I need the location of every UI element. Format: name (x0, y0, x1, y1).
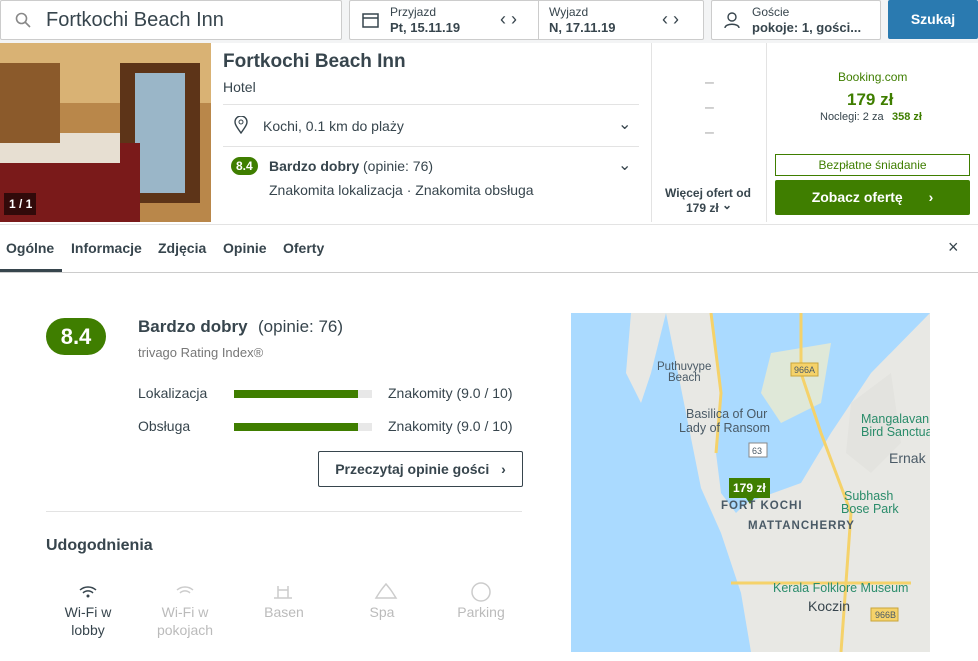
more-offers[interactable]: Więcej ofert od (665, 186, 751, 200)
checkout-label: Wyjazd (549, 5, 589, 19)
price: 179 zł (847, 90, 894, 109)
tab[interactable]: Zdjęcia (158, 240, 207, 256)
expand-icon[interactable]: ⌄ (618, 157, 632, 174)
divider (651, 43, 652, 222)
provider: Booking.com (838, 70, 908, 84)
search-query: Fortkochi Beach Inn (46, 9, 224, 31)
divider (766, 43, 767, 222)
reviews-button-label: Przeczytaj opinie gości (335, 461, 490, 477)
reviews: (opinie: 76) (258, 317, 344, 336)
guests-icon (724, 12, 740, 29)
total: 358 zł (892, 111, 922, 123)
calendar-icon (362, 13, 379, 28)
checkin: Pt, 15.11.19 (390, 20, 461, 35)
amenity: Basen (264, 604, 304, 620)
map-label: Mangalavan (861, 412, 929, 426)
date-arrows[interactable]: ‹ › (500, 9, 517, 29)
map-label: 966B (875, 610, 896, 620)
divider (46, 511, 522, 512)
guests-box[interactable]: Goście pokoje: 1, gości... (711, 0, 881, 40)
perk: Bezpłatne śniadanie (775, 154, 970, 176)
checkin-label: Przyjazd (390, 5, 437, 19)
divider (538, 1, 539, 39)
divider (0, 272, 978, 273)
nights: Noclegi: 2 za (820, 111, 884, 123)
map-label: FORT KOCHI (721, 500, 803, 512)
offer-button[interactable]: Zobacz ofertę › (775, 180, 970, 215)
dash: – (705, 99, 714, 116)
date-arrows[interactable]: ‹ › (662, 9, 679, 29)
row-name: Obsługa (138, 418, 191, 434)
map-label: 966A (794, 365, 815, 375)
more-price[interactable]: 179 zł (686, 201, 719, 215)
score-badge: 8.4 (46, 318, 106, 355)
reviews-button[interactable]: Przeczytaj opinie gości › (318, 451, 523, 487)
reviews: (opinie: 76) (363, 158, 434, 174)
amenity: Parking (457, 604, 505, 620)
pin-icon (234, 116, 248, 134)
map-label: Beach (668, 372, 701, 384)
amenity: Wi-Fi w lobby (64, 604, 112, 638)
chevron: ⌄ (722, 198, 733, 212)
row-name: Lokalizacja (138, 385, 208, 401)
location: Kochi, 0.1 km do plaży (263, 118, 404, 134)
rating-text: Bardzo dobry (138, 317, 248, 336)
amenities-title: Udogodnienia (46, 537, 153, 554)
map-marker[interactable]: 179 zł (733, 481, 766, 495)
search-icon (15, 12, 31, 28)
search-button[interactable]: Szukaj (888, 0, 978, 39)
map-label: 63 (752, 446, 762, 456)
map-label: Ernak (889, 450, 927, 466)
tab[interactable]: Informacje (71, 240, 142, 256)
bar (234, 423, 359, 431)
expand-icon[interactable]: ⌄ (618, 116, 632, 133)
highlights: Znakomita lokalizacja · Znakomita obsług… (269, 182, 534, 198)
image-counter: 1 / 1 (9, 197, 33, 211)
map-label: Bose Park (841, 502, 899, 516)
map-label: Puthuvype (657, 361, 711, 373)
bar-track (234, 423, 372, 431)
map-label: Koczin (808, 598, 850, 614)
map-label: Lady of Ransom (679, 421, 770, 435)
row-label: Znakomity (9.0 / 10) (388, 418, 513, 434)
tab[interactable]: Oferty (283, 240, 325, 256)
tab[interactable]: Opinie (223, 240, 267, 256)
divider (223, 146, 639, 147)
map-label: Subhash (844, 489, 893, 503)
tab-underline (0, 269, 62, 272)
map[interactable]: Puthuvype Beach 966A Basilica of Our Lad… (571, 313, 930, 652)
map-label: Bird Sanctua (861, 425, 930, 439)
date-box[interactable]: Przyjazd Pt, 15.11.19 ‹ › Wyjazd N, 17.1… (349, 0, 704, 40)
map-label: MATTANCHERRY (748, 520, 855, 532)
guests: pokoje: 1, gości... (752, 20, 862, 35)
map-label: Kerala Folklore Museum (773, 581, 908, 595)
row-label: Znakomity (9.0 / 10) (388, 385, 513, 401)
search-box[interactable]: Fortkochi Beach Inn (0, 0, 342, 40)
divider (0, 224, 978, 225)
amenity-icons (79, 582, 491, 602)
hotel-name[interactable]: Fortkochi Beach Inn (223, 51, 406, 72)
close[interactable]: × (948, 237, 959, 257)
dash: – (705, 74, 714, 91)
checkout: N, 17.11.19 (549, 20, 616, 35)
rating-text: Bardzo dobry (269, 158, 360, 174)
bar-track (234, 390, 372, 398)
rating-badge: 8.4 (231, 157, 258, 175)
guests-label: Goście (752, 5, 790, 19)
offer-button-label: Zobacz ofertę (811, 189, 903, 205)
hotel-image[interactable] (0, 43, 211, 222)
hotel-type: Hotel (223, 79, 256, 95)
amenity: Spa (369, 604, 395, 620)
rating-index: trivago Rating Index® (138, 345, 264, 360)
divider (223, 104, 639, 105)
dash: – (705, 124, 714, 141)
map-label: Basilica of Our (686, 407, 767, 421)
tab[interactable]: Ogólne (6, 240, 55, 256)
bar (234, 390, 359, 398)
amenity: Wi-Fi w pokojach (156, 604, 214, 638)
